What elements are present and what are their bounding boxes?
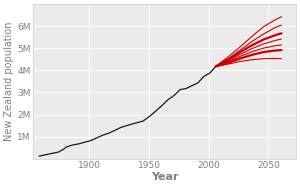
Y-axis label: New Zealand population: New Zealand population [4,22,14,141]
X-axis label: Year: Year [151,172,178,182]
